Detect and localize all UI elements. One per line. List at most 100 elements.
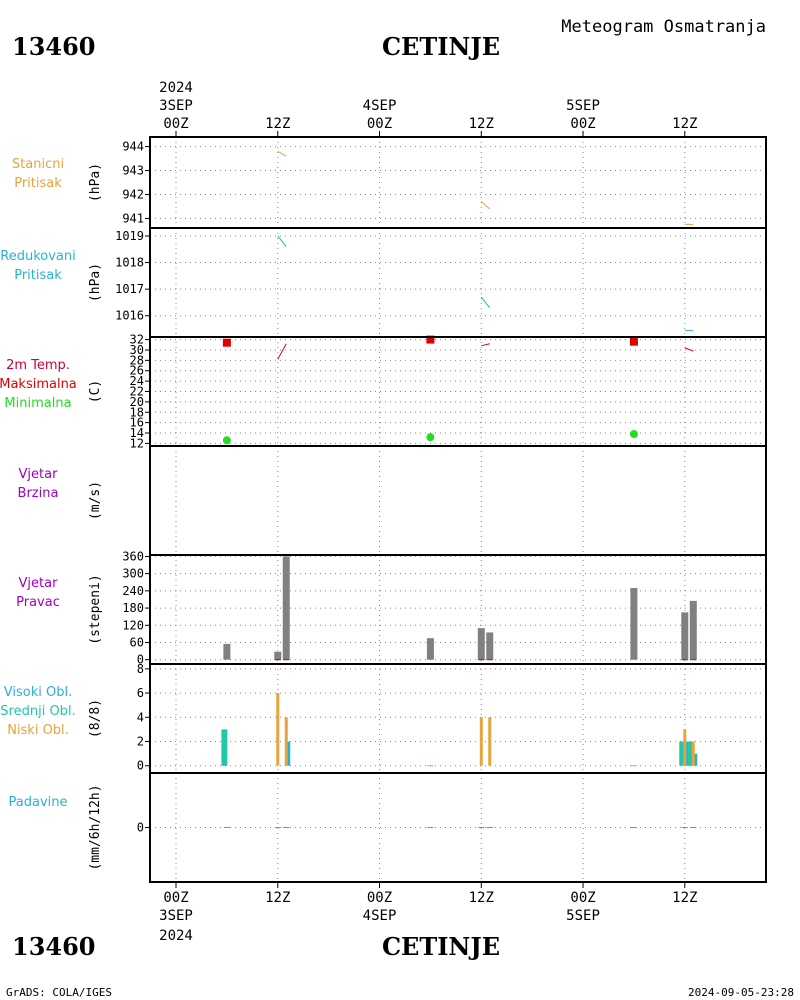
y-tick-label: 32 [130,333,144,347]
y-tick-label: 24 [130,374,144,388]
station-name-top: CETINJE [382,32,500,61]
panel-label: Vjetar [19,467,59,482]
data-segment [277,235,287,247]
data-segment [684,347,694,352]
y-tick-label: 28 [130,353,144,367]
x-date-label-bottom: 3SEP [159,908,193,924]
wind-direction-bar [630,587,638,660]
y-tick-label: 120 [122,618,144,632]
max-temp-point [426,335,435,344]
unit-label: (stepeni) [88,574,103,644]
data-segment [277,150,287,157]
wind-direction-bar [282,556,290,660]
y-tick-label: 14 [130,426,144,440]
cloud-bar [679,741,686,766]
panel-label: Maksimalna [0,377,77,392]
x-tick-label-bottom: 00Z [367,890,392,906]
x-tick-label-top: 12Z [469,116,494,132]
y-tick-label: 942 [122,187,144,201]
x-tick-label-bottom: 00Z [163,890,188,906]
y-tick-label: 6 [137,686,144,700]
panel-label: Visoki Obl. [4,685,72,700]
data-segment [277,343,287,360]
y-tick-label: 22 [130,385,144,399]
y-tick-label: 26 [130,364,144,378]
wind-direction-bar [681,612,689,660]
cloud-bar [284,717,288,766]
unit-label: (mm/6h/12h) [88,784,103,870]
wind-direction-bar [486,632,494,660]
cloud-bar [683,729,687,766]
wind-direction-bar [689,600,697,660]
panel-label: Padavine [9,795,68,810]
y-tick-label: 0 [137,653,144,667]
wind-direction-bar [477,628,485,660]
panel-label: Brzina [18,486,59,501]
wind-direction-bar [223,643,231,660]
x-tick-label-top: 00Z [163,116,188,132]
panel-label: Minimalna [4,396,71,411]
x-date-label-top: 5SEP [566,98,600,114]
x-date-label-top: 4SEP [363,98,397,114]
panel-label: Pravac [16,595,60,610]
panel-label: 2m Temp. [6,358,70,373]
y-tick-label: 360 [122,549,144,563]
cloud-bar [488,717,492,766]
cloud-bar [287,741,291,766]
y-tick-label: 240 [122,584,144,598]
wind-direction-bar [426,638,434,660]
panel-label: Vjetar [19,576,59,591]
unit-label: (hPa) [88,263,103,302]
min-temp-point [222,436,231,445]
y-tick-label: 8 [137,662,144,676]
y-tick-label: 1017 [115,282,144,296]
y-tick-label: 12 [130,436,144,450]
cloud-bar [276,693,280,766]
cloud-bar [221,729,228,766]
unit-label: (8/8) [88,699,103,738]
y-tick-label: 300 [122,567,144,581]
y-tick-label: 30 [130,343,144,357]
y-tick-label: 1018 [115,256,144,270]
panel-label: Stanicni [12,157,64,172]
footer-credit: GrADS: COLA/IGES [6,986,112,999]
y-tick-label: 20 [130,395,144,409]
cloud-bar [479,717,483,766]
x-date-label-top: 3SEP [159,98,193,114]
cloud-bar [691,741,695,766]
panel-label: Srednji Obl. [0,704,75,719]
y-tick-label: 180 [122,601,144,615]
y-tick-label: 60 [130,635,144,649]
y-tick-label: 1016 [115,309,144,323]
panel-label: Pritisak [14,176,62,191]
y-tick-label: 18 [130,405,144,419]
y-tick-label: 0 [137,821,144,835]
unit-label: (C) [88,380,103,403]
chart-marks: 941 942 943 944 (hPa) Stanicni Pritisak 1016 101… [0,98,767,924]
cloud-bar [685,741,689,766]
y-tick-label: 4 [137,710,144,724]
chart-title: Meteogram Osmatranja [561,17,766,37]
y-tick-label: 943 [122,164,144,178]
data-segment [480,296,491,309]
station-id-top: 13460 [12,32,96,61]
x-tick-label-bottom: 12Z [265,890,290,906]
max-temp-point [222,338,231,347]
cloud-bar [694,753,698,766]
unit-label: (hPa) [88,163,103,202]
bottom-year-label: 2024 [159,928,193,944]
wind-direction-bar [274,651,282,660]
min-temp-point [426,433,435,442]
y-tick-label: 2 [137,735,144,749]
footer-timestamp: 2024-09-05-23:28 [688,986,794,999]
y-tick-label: 16 [130,416,144,430]
y-tick-label: 1019 [115,229,144,243]
top-year-label: 2024 [159,80,193,96]
y-tick-label: 0 [137,759,144,773]
max-temp-point [629,337,638,346]
station-id-bottom: 13460 [12,932,96,961]
station-name-bottom: CETINJE [382,932,500,961]
cloud-bar [687,741,694,766]
